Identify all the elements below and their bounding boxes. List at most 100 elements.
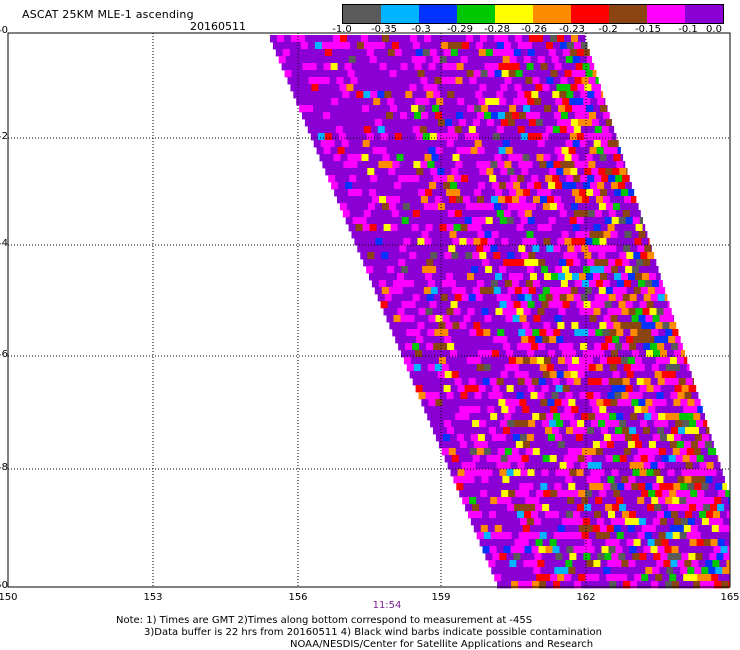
swath-cell (553, 581, 561, 589)
swath-cell (405, 343, 413, 351)
swath-cell (503, 462, 511, 470)
swath-cell (381, 287, 390, 295)
swath-cell (535, 455, 544, 463)
swath-cell (689, 455, 698, 463)
swath-cell (406, 364, 415, 372)
swath-cell (491, 483, 499, 491)
swath-cell (417, 322, 425, 330)
swath-cell (627, 322, 635, 330)
swath-cell (657, 378, 666, 386)
swath-cell (604, 553, 612, 561)
swath-cell (444, 455, 453, 463)
swath-cell (363, 91, 371, 99)
swath-cell (651, 581, 659, 589)
swath-cell (540, 483, 548, 491)
swath-cell (474, 224, 482, 232)
swath-cell (467, 105, 475, 113)
swath-cell (583, 182, 591, 190)
swath-cell (382, 154, 390, 162)
swath-cell (613, 574, 621, 582)
swath-cell (344, 147, 352, 155)
swath-cell (579, 273, 587, 281)
swath-cell (644, 448, 653, 456)
swath-cell (481, 140, 490, 148)
swath-cell (401, 133, 410, 141)
swath-cell (490, 245, 498, 253)
swath-cell (408, 266, 416, 274)
swath-cell (306, 56, 315, 64)
swath-cell (377, 91, 385, 99)
swath-cell (611, 350, 619, 358)
swath-cell (617, 518, 626, 526)
swath-cell (623, 161, 626, 169)
swath-cell (696, 504, 704, 512)
swath-cell (679, 581, 687, 589)
swath-cell (535, 252, 543, 260)
swath-cell (545, 378, 554, 386)
swath-cell (490, 329, 498, 337)
swath-cell (678, 343, 683, 351)
swath-cell (408, 49, 417, 57)
swath-cell (541, 469, 549, 477)
swath-cell (481, 56, 490, 64)
swath-cell (471, 217, 480, 225)
swath-cell (571, 70, 579, 78)
swath-cell (624, 518, 633, 526)
swath-cell (664, 294, 668, 302)
swath-cell (659, 315, 667, 323)
swath-cell (398, 42, 407, 50)
swath-cell (716, 553, 724, 561)
legend-swatch (685, 5, 723, 23)
swath-cell (609, 532, 618, 540)
swath-cell (575, 399, 583, 407)
swath-cell (559, 343, 567, 351)
swath-cell (597, 182, 605, 190)
swath-cell (524, 343, 532, 351)
swath-cell (495, 105, 503, 113)
swath-cell (369, 273, 377, 281)
swath-cell (599, 406, 607, 414)
swath-cell (513, 385, 521, 393)
swath-cell (461, 259, 469, 267)
swath-cell (631, 483, 639, 491)
swath-cell (369, 224, 377, 232)
swath-cell (620, 525, 629, 533)
swath-cell (619, 203, 628, 211)
swath-cell (603, 399, 611, 407)
swath-cell (513, 469, 521, 477)
swath-cell (370, 210, 379, 218)
swath-cell (563, 371, 572, 379)
swath-cell (468, 427, 476, 435)
swath-cell (684, 476, 692, 484)
swath-cell (513, 350, 521, 358)
swath-cell (385, 245, 393, 253)
swath-cell (475, 294, 484, 302)
swath-cell (650, 546, 658, 554)
swath-cell (426, 378, 435, 386)
swath-cell (322, 161, 330, 169)
swath-cell (533, 483, 541, 491)
swath-cell (303, 98, 311, 106)
swath-cell (285, 56, 294, 64)
swath-cell (404, 273, 412, 281)
swath-cell (463, 147, 471, 155)
swath-cell (517, 91, 525, 99)
swath-cell (672, 329, 679, 337)
swath-cell (432, 308, 440, 316)
swath-cell (448, 77, 456, 85)
swath-cell (627, 441, 636, 449)
swath-cell (540, 567, 548, 575)
swath-cell (479, 336, 487, 344)
swath-cell (652, 483, 660, 491)
swath-cell (657, 546, 665, 554)
swath-cell (457, 266, 465, 274)
swath-cell (603, 434, 612, 442)
swath-cell (450, 469, 458, 477)
swath-cell (535, 168, 543, 176)
swath-cell (533, 63, 541, 71)
swath-cell (574, 448, 583, 456)
swath-cell (658, 280, 663, 288)
swath-cell (606, 154, 614, 162)
swath-cell (528, 455, 537, 463)
swath-cell (529, 357, 538, 365)
